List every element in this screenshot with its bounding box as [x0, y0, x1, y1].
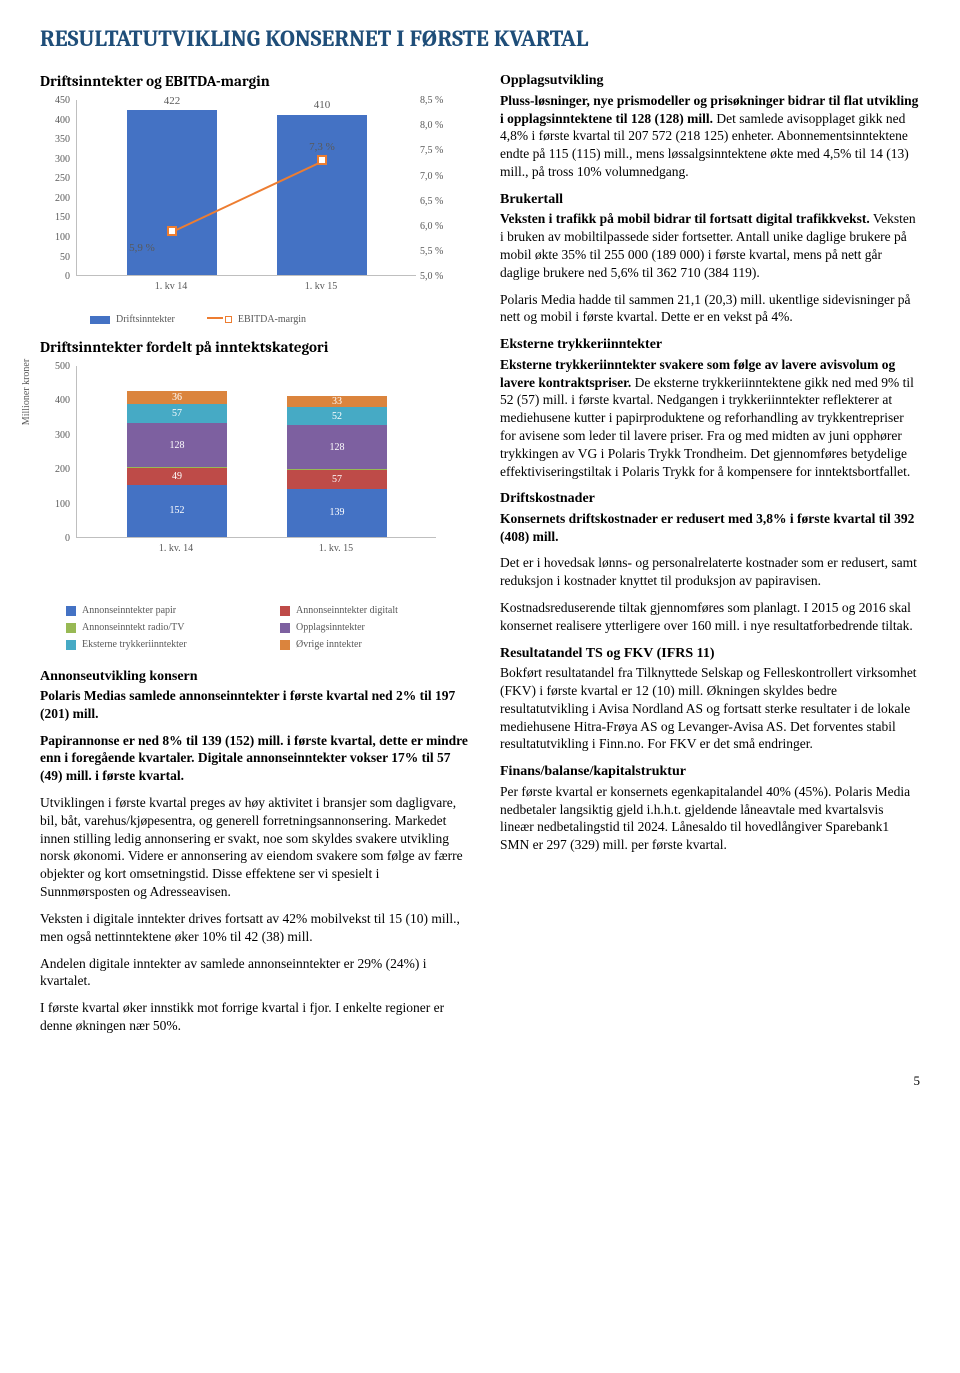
chart1-ylabel: 50	[40, 251, 70, 264]
chart1-ylabel: 250	[40, 172, 70, 185]
chart2-xlabel: 1. kv. 15	[291, 542, 381, 555]
chart2-ylabel: 0	[40, 532, 70, 545]
heading-brukertall: Brukertall	[500, 191, 920, 209]
heading-finans: Finans/balanse/kapitalstruktur	[500, 763, 920, 781]
chart2-segment: 36	[127, 391, 227, 403]
para: Polaris Medias samlede annonseinntekter …	[40, 687, 470, 723]
chart2-stack: 139571285233	[287, 396, 387, 537]
chart1-y2label: 8,0 %	[420, 119, 460, 132]
para: Bokført resultatandel fra Tilknyttede Se…	[500, 664, 920, 753]
para: Eksterne trykkeriinntekter svakere som f…	[500, 356, 920, 481]
chart2-segment: 57	[287, 470, 387, 490]
chart1-ylabel: 300	[40, 153, 70, 166]
column-left: Driftsinntekter og EBITDA-margin 422 410 5…	[40, 72, 470, 1043]
heading-trykkeri: Eksterne trykkeriinntekter	[500, 336, 920, 354]
chart1-title: Driftsinntekter og EBITDA-margin	[40, 72, 470, 92]
chart2-legend-item: Annonseinntekt radio/TV	[66, 621, 256, 634]
chart2-title: Driftsinntekter fordelt på inntektskateg…	[40, 338, 470, 358]
chart1-y2label: 5,5 %	[420, 245, 460, 258]
chart2-segment: 33	[287, 396, 387, 407]
para: Veksten i trafikk på mobil bidrar til fo…	[500, 210, 920, 281]
chart1-bar-label: 410	[277, 98, 367, 113]
chart1-bar-label: 422	[127, 94, 217, 109]
para: Papirannonse er ned 8% til 139 (152) mil…	[40, 732, 470, 785]
chart2-legend-item: Øvrige inntekter	[280, 638, 470, 651]
chart1-marker	[167, 226, 177, 236]
chart2-legend-item: Opplagsinntekter	[280, 621, 470, 634]
chart2-ylabel: 500	[40, 360, 70, 373]
chart2-segment: 152	[127, 485, 227, 537]
chart1-marker	[317, 155, 327, 165]
para: Utviklingen i første kvartal preges av h…	[40, 794, 470, 901]
chart2-ylabel: 300	[40, 429, 70, 442]
chart2-stack: 152491285736	[127, 391, 227, 536]
para: Kostnadsreduserende tiltak gjennomføres …	[500, 599, 920, 635]
chart2-segment: 57	[127, 404, 227, 424]
chart2-segment: 128	[287, 425, 387, 469]
chart1-y2label: 5,0 %	[420, 270, 460, 283]
para: Andelen digitale inntekter av samlede an…	[40, 955, 470, 991]
para: I første kvartal øker innstikk mot forri…	[40, 999, 470, 1035]
chart1-ylabel: 400	[40, 114, 70, 127]
chart2-legend-item: Annonseinntekter digitalt	[280, 604, 470, 617]
para: Polaris Media hadde til sammen 21,1 (20,…	[500, 291, 920, 327]
chart2-segment: 49	[127, 468, 227, 485]
chart2-yaxis-title: Millioner kroner	[20, 332, 33, 452]
heading-driftskostnader: Driftskostnader	[500, 490, 920, 508]
heading-resultatandel: Resultatandel TS og FKV (IFRS 11)	[500, 645, 920, 663]
page-number: 5	[40, 1072, 920, 1089]
column-right: Opplagsutvikling Pluss-løsninger, nye pr…	[500, 72, 920, 1043]
para: Konsernets driftskostnader er redusert m…	[500, 510, 920, 546]
legend-bar-label: Driftsinntekter	[116, 314, 175, 325]
columns: Driftsinntekter og EBITDA-margin 422 410 5…	[40, 72, 920, 1043]
chart1-y2label: 6,5 %	[420, 195, 460, 208]
chart2-ylabel: 200	[40, 463, 70, 476]
chart1-legend: Driftsinntekter EBITDA-margin	[90, 313, 306, 326]
chart2-segment: 128	[127, 423, 227, 467]
chart1-marker-label: 7,3 %	[297, 140, 347, 155]
chart1-bar	[277, 115, 367, 275]
chart2-ylabel: 400	[40, 394, 70, 407]
chart1-ylabel: 150	[40, 211, 70, 224]
chart2-xlabel: 1. kv. 14	[131, 542, 221, 555]
chart1-y2label: 7,5 %	[420, 144, 460, 157]
para: Det er i hovedsak lønns- og personalrela…	[500, 554, 920, 590]
chart2-ylabel: 100	[40, 498, 70, 511]
chart1-xlabel: 1. kv 15	[281, 280, 361, 293]
para: Veksten i digitale inntekter drives fort…	[40, 910, 470, 946]
chart2-segment: 52	[287, 407, 387, 425]
chart1-xlabel: 1. kv 14	[131, 280, 211, 293]
chart1-ylabel: 200	[40, 192, 70, 205]
legend-line-label: EBITDA-margin	[238, 314, 306, 325]
chart1-ylabel: 350	[40, 133, 70, 146]
chart1-y2label: 8,5 %	[420, 94, 460, 107]
chart1-ylabel: 450	[40, 94, 70, 107]
chart2-segment: 139	[287, 489, 387, 537]
chart1-y2label: 6,0 %	[420, 220, 460, 233]
heading-annonseutvikling: Annonseutvikling konsern	[40, 668, 470, 686]
chart-driftsinntekter-ebitda: 422 410 5,9 % 7,3 % Driftsinntekter EBITDA-…	[40, 96, 460, 326]
chart-inntektskategori: Millioner kroner 15249128573613957128523…	[40, 362, 460, 592]
heading-opplag: Opplagsutvikling	[500, 72, 920, 90]
page-title: RESULTATUTVIKLING KONSERNET I FØRSTE KVA…	[40, 24, 920, 54]
chart1-ylabel: 100	[40, 231, 70, 244]
chart2-legend-item: Annonseinntekter papir	[66, 604, 256, 617]
chart2-legend-item: Eksterne trykkeriinntekter	[66, 638, 256, 651]
chart1-y2label: 7,0 %	[420, 170, 460, 183]
para: Pluss-løsninger, nye prismodeller og pri…	[500, 92, 920, 181]
chart1-ylabel: 0	[40, 270, 70, 283]
chart1-marker-label: 5,9 %	[117, 241, 167, 256]
chart2-legend: Annonseinntekter papir Annonseinntekter d…	[66, 604, 470, 652]
para: Per første kvartal er konsernets egenkap…	[500, 783, 920, 854]
